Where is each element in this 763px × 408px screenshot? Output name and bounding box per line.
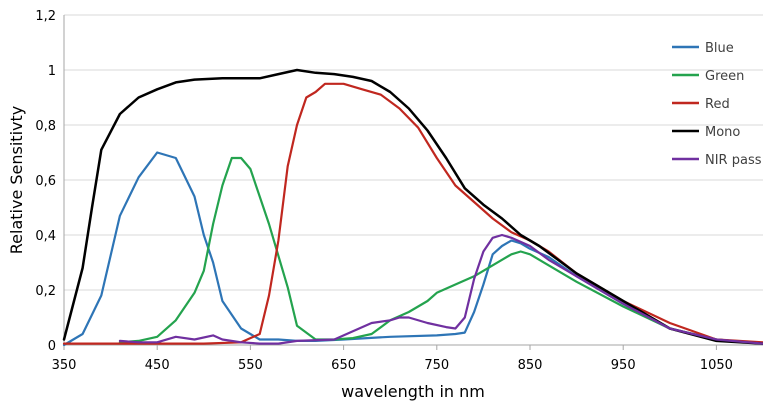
x-tick-label: 450 <box>145 358 170 373</box>
y-axis-title: Relative Sensitivty <box>7 106 26 254</box>
y-tick-label: 0,4 <box>35 229 56 244</box>
x-tick-label: 350 <box>52 358 77 373</box>
y-tick-label: 0,2 <box>35 284 56 299</box>
legend: Blue Green Red Mono NIR pass <box>672 41 762 168</box>
legend-label-nir-pass: NIR pass <box>705 153 762 168</box>
legend-label-green: Green <box>705 69 744 84</box>
x-tick-labels: 350 450 550 650 750 850 950 1050 <box>52 358 733 373</box>
x-tick-label: 750 <box>424 358 449 373</box>
legend-label-red: Red <box>705 97 730 112</box>
legend-label-blue: Blue <box>705 41 734 56</box>
y-tick-label: 1 <box>48 64 56 79</box>
y-tick-label: 0,8 <box>35 119 56 134</box>
axes <box>63 15 763 350</box>
x-axis-title: wavelength in nm <box>341 382 485 401</box>
series-line-mono <box>62 68 763 345</box>
y-tick-label: 0 <box>48 339 56 354</box>
x-tick-label: 650 <box>331 358 356 373</box>
gridlines <box>64 14 763 291</box>
x-tick-label: 550 <box>238 358 263 373</box>
series-line-blue <box>62 151 763 347</box>
x-tick-label: 950 <box>611 358 636 373</box>
series-lines <box>62 68 763 347</box>
y-tick-label: 0,6 <box>35 174 56 189</box>
series-line-green <box>118 156 763 345</box>
x-tick-label: 850 <box>518 358 543 373</box>
y-tick-label: 1,2 <box>35 9 56 24</box>
series-line-red <box>62 82 763 345</box>
series-line-nir-pass <box>118 233 763 345</box>
y-tick-labels: 0 0,2 0,4 0,6 0,8 1 1,2 <box>35 9 56 354</box>
legend-label-mono: Mono <box>705 125 740 140</box>
x-tick-label: 1050 <box>700 358 733 373</box>
